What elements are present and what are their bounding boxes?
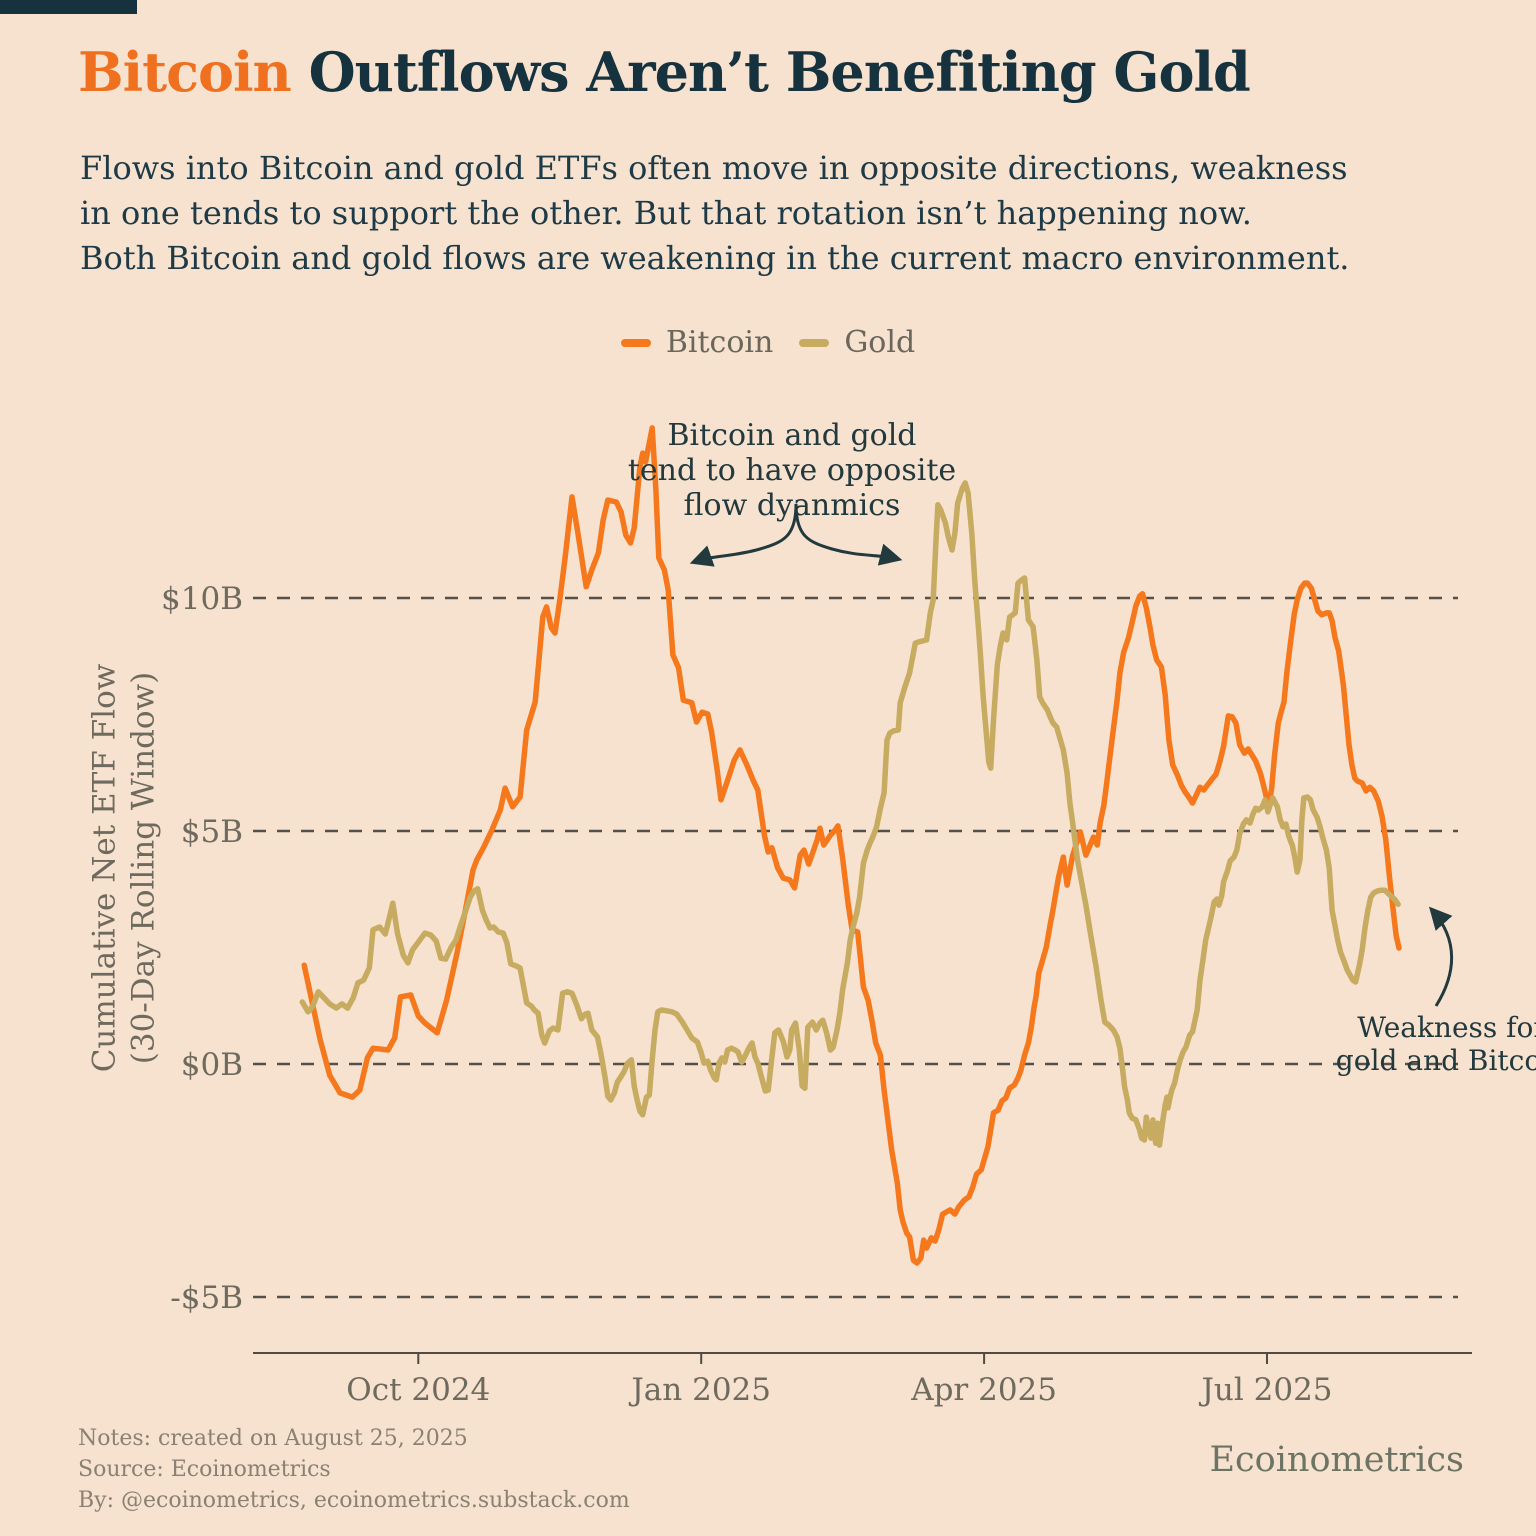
y-axis-title: Cumulative Net ETF Flow (30-Day Rolling … (85, 664, 163, 1073)
subtitle: Flows into Bitcoin and gold ETFs often m… (80, 146, 1349, 280)
subtitle-line-3: Both Bitcoin and gold flows are weakenin… (80, 238, 1350, 277)
y-tick-label: $5B (181, 814, 243, 850)
annotation-opposite-line-2: tend to have opposite (627, 453, 957, 489)
y-tick-label: $0B (181, 1047, 243, 1083)
annotation-opposite-line-1: Bitcoin and gold (667, 418, 917, 453)
legend-label-gold: Gold (844, 325, 916, 360)
y-tick-label: $10B (161, 581, 243, 617)
legend-item-gold: Gold (799, 325, 915, 360)
gold-line (299, 480, 1401, 1148)
legend-item-bitcoin: Bitcoin (620, 325, 774, 360)
subtitle-line-1: Flows into Bitcoin and gold ETFs often m… (80, 149, 1348, 187)
annotation-opposite-dynamics: Bitcoin and gold tend to have opposite f… (602, 418, 982, 523)
title-rest: Outflows Aren’t Benefiting Gold (290, 40, 1251, 104)
legend-label-bitcoin: Bitcoin (665, 325, 774, 360)
footer-by-line: By: @ecoinometrics, ecoinometrics.substa… (78, 1487, 630, 1513)
x-tick-label: Oct 2024 (346, 1372, 490, 1408)
title-highlight: Bitcoin (78, 40, 292, 104)
corner-accent-bar (0, 0, 137, 14)
chart-legend: Bitcoin Gold (0, 325, 1536, 360)
gold-swatch-icon (799, 338, 830, 347)
annotation-weakness-line-1: Weakness for (1357, 1011, 1536, 1044)
brand-wordmark: Ecoinometrics (1209, 1440, 1465, 1480)
brace-arrow-right (794, 503, 903, 566)
annotation-arrows (689, 503, 1454, 1007)
annotation-weakness-line-2: gold and Bitcoin (1335, 1043, 1536, 1077)
brace-arrow-left (689, 503, 798, 567)
bitcoin-swatch-icon (620, 338, 651, 347)
page-title: Bitcoin Outflows Aren’t Benefiting Gold (78, 40, 1251, 104)
x-tick-label: Apr 2025 (910, 1372, 1057, 1408)
footer-source-line: Source: Ecoinometrics (78, 1456, 331, 1482)
annotation-opposite-line-3: flow dyanmics (683, 488, 901, 524)
x-tick-label: Jul 2025 (1198, 1372, 1332, 1408)
weakness-arrow (1428, 906, 1454, 1007)
subtitle-line-2: in one tends to support the other. But t… (80, 193, 1252, 232)
x-tick-label: Jan 2025 (628, 1372, 771, 1408)
y-axis-title-line-2: (30-Day Rolling Window) (125, 671, 161, 1065)
footer-notes: Notes: created on August 25, 2025 Source… (78, 1424, 630, 1516)
annotation-weakness: Weakness for gold and Bitcoin (1312, 1011, 1536, 1078)
y-tick-label: -$5B (170, 1280, 243, 1316)
footer-notes-line: Notes: created on August 25, 2025 (78, 1426, 468, 1451)
y-axis-title-line-1: Cumulative Net ETF Flow (86, 663, 123, 1073)
